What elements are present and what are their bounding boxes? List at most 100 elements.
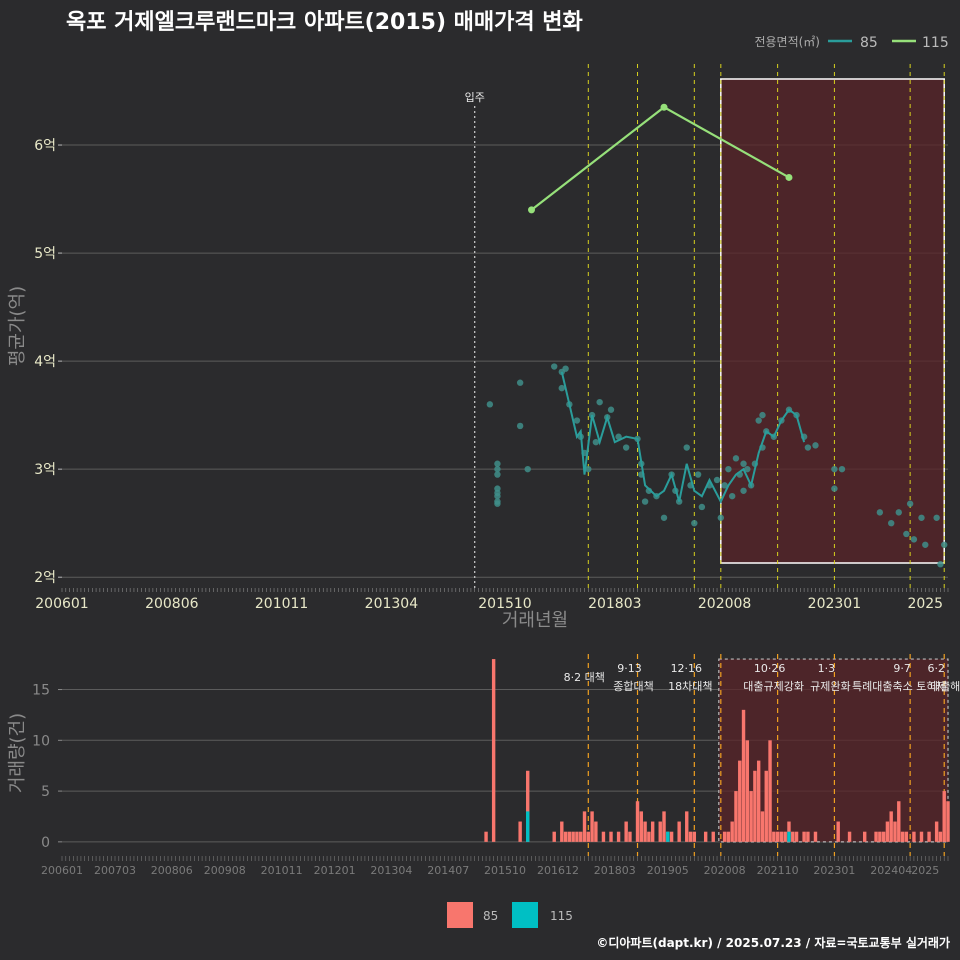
volume-bar-85: [764, 770, 768, 842]
vol-xtick-label: 202110: [757, 864, 799, 877]
xtick-label: 201304: [365, 596, 419, 612]
volume-bar-85: [802, 831, 806, 842]
price-point-85: [494, 471, 501, 478]
price-point-85: [494, 465, 501, 473]
vol-legend-label-115: 115: [550, 909, 573, 923]
volume-bar-85: [753, 770, 757, 842]
volume-bar-85: [669, 831, 674, 842]
price-point-85: [759, 411, 766, 419]
price-point-85: [903, 530, 910, 538]
price-point-85: [910, 536, 918, 543]
price-point-85: [596, 398, 603, 406]
volume-bar-85: [942, 791, 946, 842]
vol-xtick-label: 200601: [41, 864, 83, 877]
volume-bar-85: [889, 811, 893, 842]
volume-bar-85: [874, 831, 878, 842]
volume-bar-85: [768, 740, 772, 842]
vol-ytick-label: 0: [41, 835, 50, 851]
volume-bar-85: [885, 821, 890, 842]
volume-bar-85: [912, 831, 916, 842]
volume-bar-85: [692, 831, 697, 842]
price-point-85: [641, 498, 649, 505]
volume-bar-85: [726, 831, 731, 842]
legend-title: 전용면적(㎡): [754, 35, 820, 49]
volume-bar-85: [946, 801, 950, 842]
volume-bar-85: [658, 821, 662, 842]
volume-bar-85: [586, 831, 591, 842]
volume-bar-85: [897, 801, 901, 842]
volume-bar-85: [552, 831, 556, 842]
vol-xtick-label: 201612: [537, 864, 579, 877]
vol-xtick-label: 201201: [314, 864, 356, 877]
price-point-85: [804, 444, 812, 451]
vol-legend-swatch-85: [447, 902, 473, 928]
move-in-label: 입주: [465, 91, 485, 104]
price-point-115: [785, 173, 793, 181]
volume-bar-85: [779, 831, 784, 842]
price-point-85: [694, 471, 702, 478]
xtick-label: 202008: [698, 596, 751, 612]
volume-event-lines: 8·2 대책 9·13 종합대책 12·16 18차대책 10·26 대출규제강화 1·3 규제…: [564, 654, 960, 856]
price-point-85: [607, 406, 615, 413]
x-axis-title: 거래년월: [502, 610, 568, 631]
volume-bar-85: [881, 831, 886, 842]
volume-bar-115: [666, 831, 670, 842]
vol-legend-label-85: 85: [483, 909, 498, 923]
vol-xtick-label: 200806: [151, 864, 193, 877]
volume-bar-85: [575, 831, 579, 842]
event-date-label: 10·26: [754, 662, 786, 675]
price-point-85: [494, 500, 501, 507]
ytick-label: 5억: [34, 246, 56, 262]
price-point-85: [516, 422, 524, 430]
price-point-85: [486, 401, 494, 408]
volume-bar-85: [878, 831, 882, 842]
price-point-85: [585, 465, 592, 473]
volume-bar-85: [635, 801, 640, 842]
volume-bar-85: [579, 831, 583, 842]
event-date-label: 9·7: [893, 662, 911, 675]
xtick-label: 201510: [478, 596, 531, 612]
price-point-85: [524, 465, 531, 473]
event-name-label: 규제완화: [810, 680, 850, 693]
price-point-85: [713, 476, 721, 484]
price-point-85: [592, 438, 600, 446]
vol-xtick-label: 202301: [813, 864, 855, 877]
volume-bar-85: [518, 821, 522, 842]
volume-bar-85: [590, 811, 594, 842]
price-point-85: [922, 541, 929, 548]
price-point-85: [622, 444, 630, 451]
price-point-85: [876, 509, 884, 516]
xtick-label: 2025: [907, 596, 943, 612]
xtick-label: 200601: [35, 596, 88, 612]
price-point-85: [717, 514, 725, 521]
volume-bar-85: [862, 831, 867, 842]
price-point-85: [831, 465, 838, 473]
vol-xtick-label: 201803: [594, 864, 636, 877]
volume-bar-85: [609, 831, 613, 842]
volume-bar-85: [772, 831, 776, 842]
volume-bar-85: [791, 831, 795, 842]
volume-bar-85: [722, 831, 727, 842]
price-point-85: [918, 514, 925, 521]
volume-bar-85: [624, 821, 628, 842]
vol-xtick-label: 2025: [911, 864, 939, 877]
ytick-label: 4억: [34, 354, 56, 370]
vol-xtick-label: 201510: [484, 864, 526, 877]
volume-bar-85: [734, 791, 738, 842]
volume-bars: [484, 659, 950, 842]
vol-xtick-label: 201011: [261, 864, 303, 877]
vol-ytick-label: 5: [41, 784, 50, 800]
vol-xtick-label: 201407: [427, 864, 469, 877]
volume-bar-85: [571, 831, 575, 842]
event-name-label: 종합대책: [613, 680, 653, 693]
legend-label-85: 85: [860, 35, 878, 51]
event-date-label: 1·3: [818, 662, 836, 675]
xtick-label: 202301: [808, 596, 861, 612]
vol-xtick-label: 201905: [647, 864, 689, 877]
event-date-label: 6·2: [927, 662, 945, 675]
price-series-marks: [486, 103, 948, 568]
volume-bar-85: [900, 831, 905, 842]
price-point-85: [551, 363, 558, 370]
volume-bar-85: [938, 831, 943, 842]
price-point-85: [888, 519, 895, 527]
